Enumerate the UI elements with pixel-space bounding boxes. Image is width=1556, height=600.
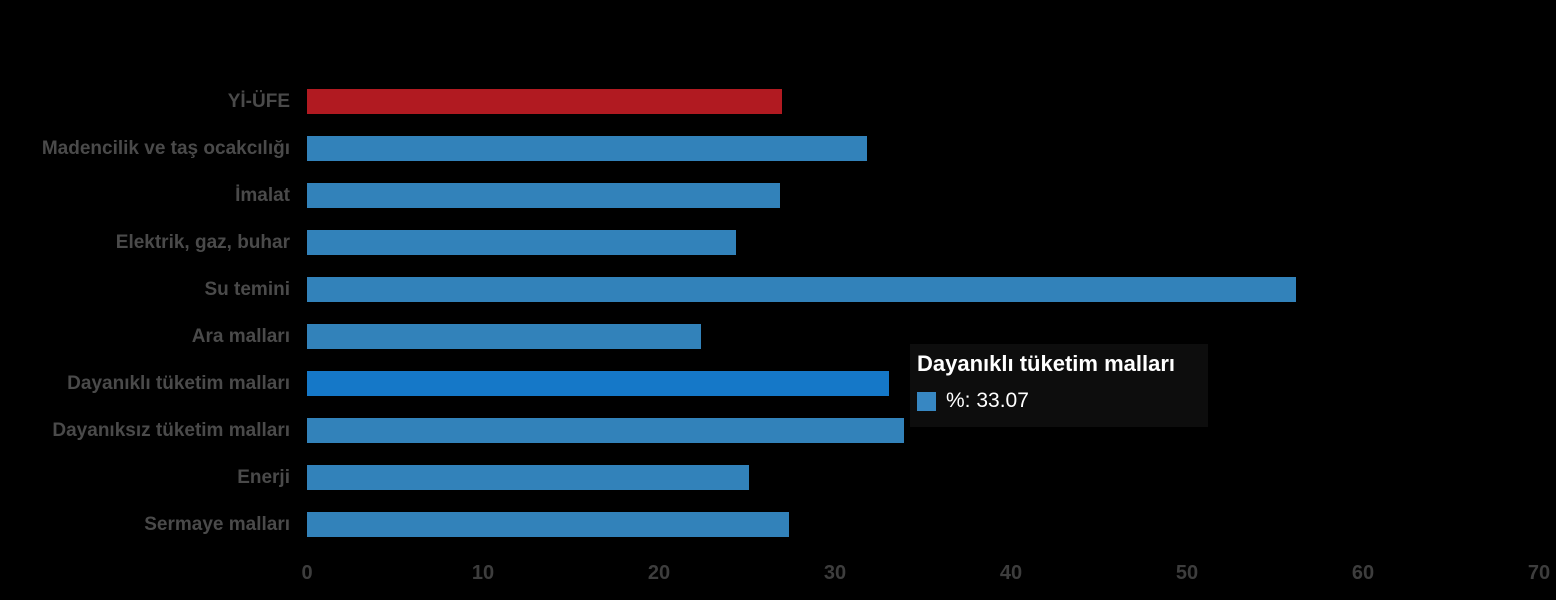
bar-highlighted[interactable]: [307, 371, 890, 396]
x-axis-tick-label: 60: [1351, 562, 1375, 584]
bar-track: [307, 136, 1539, 161]
chart-row: Madencilik ve taş ocakcılığı: [0, 125, 1556, 172]
tooltip-value-row: %: 33.07: [917, 389, 1198, 413]
category-label: Dayanıklı tüketim malları: [67, 372, 290, 394]
chart-plot-area: Yİ-ÜFE Madencilik ve taş ocakcılığı İmalat…: [0, 78, 1556, 548]
category-label: Elektrik, gaz, buhar: [115, 231, 290, 253]
bar-segment[interactable]: [307, 512, 790, 537]
bar-track: [307, 324, 1539, 349]
x-axis: 0 10 20 30 40 50 60 70: [0, 556, 1556, 596]
bar-track: [307, 371, 1539, 396]
category-label: Sermaye malları: [144, 513, 290, 535]
bar-track: [307, 230, 1539, 255]
bar-segment[interactable]: [307, 136, 867, 161]
bar-segment[interactable]: [307, 277, 1297, 302]
chart-row: Ara malları: [0, 313, 1556, 360]
chart-row: Dayanıksız tüketim malları: [0, 407, 1556, 454]
tooltip-value: %: 33.07: [946, 389, 1029, 412]
x-axis-tick-label: 10: [471, 562, 495, 584]
chart-row: Dayanıklı tüketim malları: [0, 360, 1556, 407]
x-axis-tick-label: 20: [647, 562, 671, 584]
tooltip: Dayanıklı tüketim malları %: 33.07: [910, 344, 1208, 427]
chart-row: Su temini: [0, 266, 1556, 313]
bar-segment[interactable]: [307, 465, 749, 490]
chart-row: Elektrik, gaz, buhar: [0, 219, 1556, 266]
chart-row: İmalat: [0, 172, 1556, 219]
bar-track: [307, 89, 1539, 114]
bar-segment[interactable]: [307, 230, 737, 255]
bar-segment[interactable]: [307, 183, 781, 208]
bar-track: [307, 512, 1539, 537]
category-label: İmalat: [235, 184, 290, 206]
bar-track: [307, 465, 1539, 490]
x-axis-tick-label: 0: [301, 562, 313, 584]
bar-segment[interactable]: [307, 324, 702, 349]
category-label: Madencilik ve taş ocakcılığı: [41, 137, 290, 159]
bar-track: [307, 277, 1539, 302]
tooltip-series-swatch-icon: [917, 391, 936, 411]
chart-row: Enerji: [0, 454, 1556, 501]
bar-track: [307, 418, 1539, 443]
category-label: Su temini: [204, 278, 290, 300]
category-label: Enerji: [237, 466, 290, 488]
x-axis-tick-label: 40: [999, 562, 1023, 584]
category-label: Ara malları: [191, 325, 290, 347]
bar-track: [307, 183, 1539, 208]
bar-segment[interactable]: [307, 418, 904, 443]
x-axis-tick-label: 30: [823, 562, 847, 584]
bar-segment[interactable]: [307, 89, 783, 114]
category-label: Yİ-ÜFE: [227, 90, 290, 112]
tooltip-title: Dayanıklı tüketim malları: [917, 351, 1175, 376]
x-axis-tick-label: 70: [1527, 562, 1551, 584]
x-axis-tick-label: 50: [1175, 562, 1199, 584]
chart-row: Sermaye malları: [0, 501, 1556, 548]
category-label: Dayanıksız tüketim malları: [52, 419, 290, 441]
chart-row: Yİ-ÜFE: [0, 78, 1556, 125]
